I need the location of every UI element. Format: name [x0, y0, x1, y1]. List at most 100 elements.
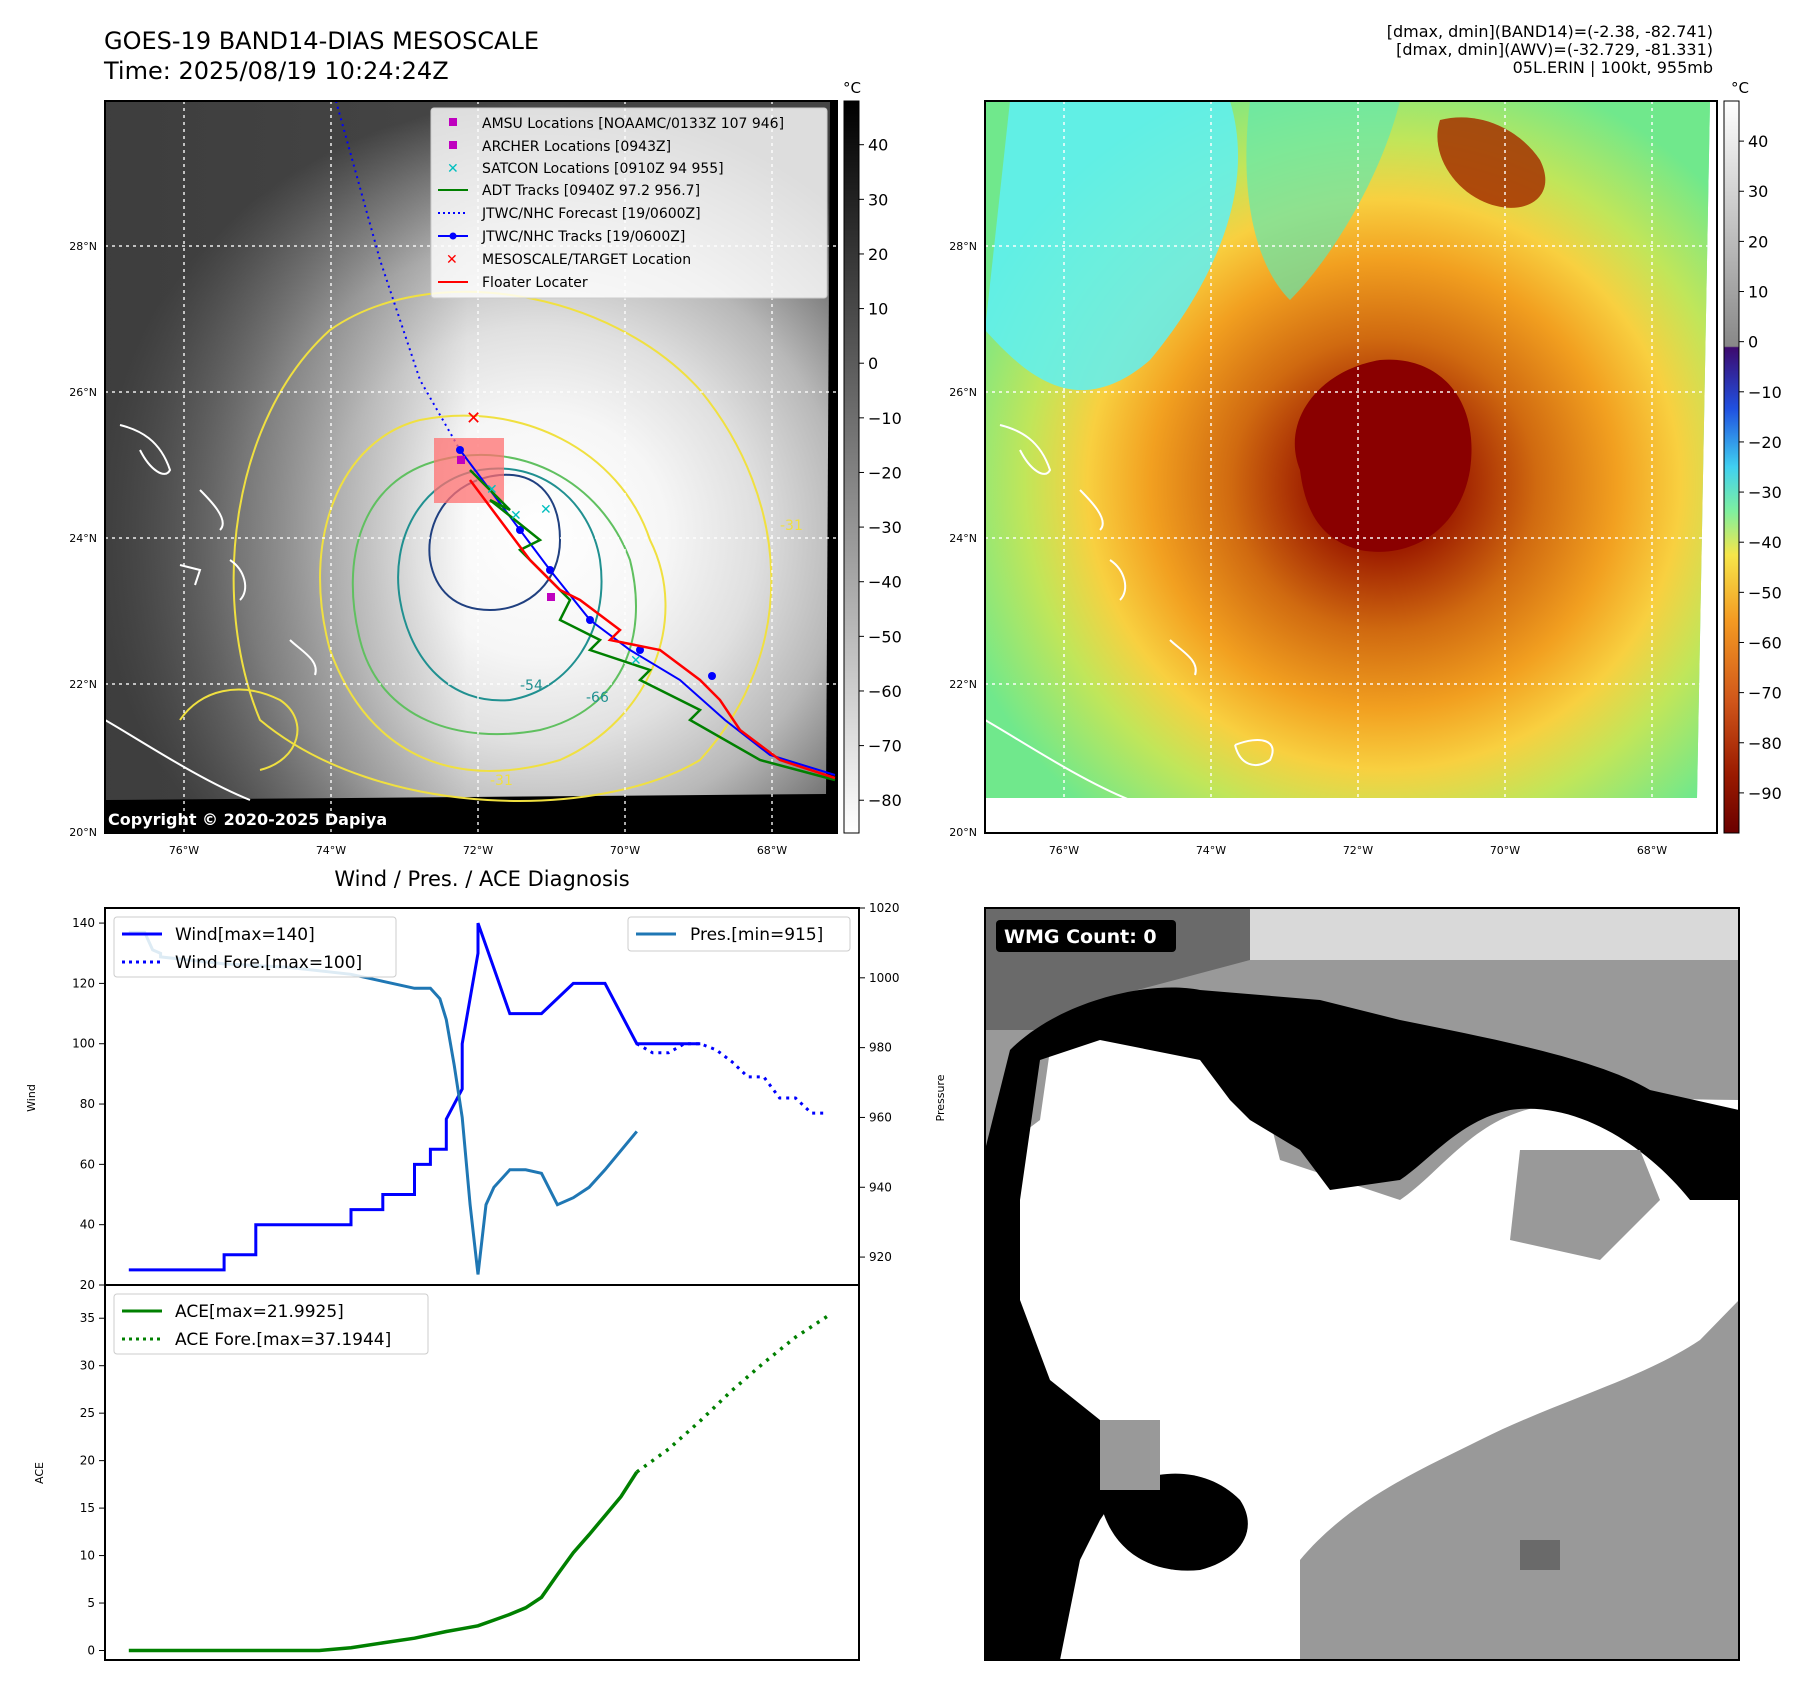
legend-wind-fore-label: Wind Fore.[max=100]	[175, 953, 362, 973]
ir-lat-label: 24°N	[69, 532, 97, 545]
awv-lon-label: 72°W	[1343, 844, 1373, 857]
awv-tick-label: −70	[1748, 684, 1782, 703]
contour-green	[351, 453, 637, 736]
band14-tick-label: −70	[868, 737, 902, 756]
wind-axis-ticks: 20 40 60 80 100 120 140	[72, 916, 105, 1292]
wmg-panel: WMG Count: 0	[984, 907, 1740, 1661]
awv-tick-label: −60	[1748, 633, 1782, 652]
ir-lon-label: 74°W	[316, 844, 346, 857]
legend-wind-label: Wind[max=140]	[175, 925, 315, 945]
ir-lon-label: 68°W	[757, 844, 787, 857]
storm-info: [dmax, dmin](BAND14)=(-2.38, -82.741) [d…	[1387, 23, 1713, 77]
legend-ace-label: ACE[max=21.9925]	[175, 1302, 344, 1322]
awv-coastline-1	[999, 424, 1052, 475]
legend-archer-marker	[449, 141, 457, 149]
jtwc-track-point	[546, 566, 554, 574]
wind-forecast-line	[636, 1042, 828, 1115]
jtwc-track-point	[516, 526, 524, 534]
band14-tick-label: −30	[868, 518, 902, 537]
coastline-1	[119, 424, 172, 475]
awv-lat-label: 28°N	[949, 240, 977, 253]
awv-colorbar: °C 40 30 20 10 0 −10 −20 −30 −40 −50 −60 −70 −80 −90	[1723, 79, 1782, 834]
wind-tick-label: 20	[80, 1278, 95, 1292]
awv-map-panel: 28°N 26°N 24°N 22°N 20°N 76°W 74°W 72°W …	[949, 100, 1718, 857]
awv-eye-region	[1294, 359, 1472, 552]
awv-tick-label: −40	[1748, 533, 1782, 552]
adt-track-line	[469, 469, 836, 782]
ir-lon-label: 72°W	[463, 844, 493, 857]
awv-tick-label: −20	[1748, 433, 1782, 452]
wmg-count-label: WMG Count: 0	[1004, 926, 1157, 948]
jtwc-track-point	[456, 446, 464, 454]
wmg-black-ring	[985, 987, 1739, 1660]
band14-tick-label: −80	[868, 791, 902, 810]
band14-tick-label: −40	[868, 573, 902, 592]
awv-lon-label: 70°W	[1490, 844, 1520, 857]
band14-tick-label: 40	[868, 136, 888, 155]
info-line-3: 05L.ERIN | 100kt, 955mb	[1512, 58, 1713, 77]
wind-tick-label: 120	[72, 976, 95, 990]
floater-locater-line	[469, 479, 836, 780]
legend-archer-label: ARCHER Locations [0943Z]	[482, 139, 671, 155]
ace-tick-label: 25	[80, 1406, 95, 1420]
awv-lat-label: 26°N	[949, 386, 977, 399]
satcon-location-marker: ✕	[630, 653, 642, 669]
legend-box	[430, 107, 828, 299]
awv-lat-label: 24°N	[949, 532, 977, 545]
contour-label: -54	[520, 678, 543, 694]
ace-tick-label: 5	[87, 1596, 95, 1610]
wmg-gray-east	[1510, 1150, 1660, 1260]
ir-lon-label: 76°W	[169, 844, 199, 857]
wmg-black-south	[1100, 1473, 1248, 1571]
pressure-tick-label: 940	[869, 1180, 892, 1194]
coastline-5	[289, 639, 317, 676]
awv-map-frame	[984, 100, 1718, 834]
ir-map-frame	[104, 100, 838, 834]
awv-cold-cloud	[1437, 117, 1546, 208]
pressure-axis-label: Pressure	[934, 1074, 947, 1121]
awv-coastline-3	[1109, 559, 1127, 601]
ace-axis-ticks: 0 5 10 15 20 25 30 35	[80, 1311, 105, 1658]
contour-label: -31	[780, 518, 803, 534]
wmg-gray-southeast	[1300, 1300, 1739, 1660]
awv-lon-label: 76°W	[1049, 844, 1079, 857]
band14-tick-label: 20	[868, 245, 888, 264]
awv-tick-label: 0	[1748, 333, 1758, 352]
satcon-location-marker: ✕	[510, 508, 522, 524]
ace-chart-frame	[104, 1284, 860, 1661]
ir-lat-label: 20°N	[69, 826, 97, 839]
wmg-lightgray-top	[1250, 908, 1739, 960]
contour-label: -66	[586, 690, 609, 706]
contour-label: -31	[490, 773, 513, 789]
ace-forecast-line	[635, 1314, 829, 1474]
awv-coastline-5	[1234, 739, 1274, 766]
awv-tick-label: −80	[1748, 734, 1782, 753]
band14-tick-label: 10	[868, 300, 888, 319]
contour-yellow-sw	[179, 688, 299, 771]
wind-pressure-chart: 20 40 60 80 100 120 140 920 940 960 980 1000 1020 W…	[25, 901, 947, 1292]
title-line-2: Time: 2025/08/19 10:24:24Z	[104, 57, 449, 85]
legend-amsu-marker	[449, 118, 457, 126]
legend-target-marker: ✕	[446, 252, 458, 268]
ir-lon-label: 70°W	[610, 844, 640, 857]
contour-yellow-outer	[232, 290, 773, 802]
ace-tick-label: 10	[80, 1549, 95, 1563]
pressure-tick-label: 960	[869, 1110, 892, 1124]
awv-lat-label: 20°N	[949, 826, 977, 839]
awv-tick-label: −30	[1748, 483, 1782, 502]
contour-yellow-inner	[319, 414, 667, 772]
ace-legend: ACE[max=21.9925] ACE Fore.[max=37.1944]	[113, 1293, 429, 1355]
ace-tick-label: 0	[87, 1644, 95, 1658]
awv-colorbar-ramp	[1723, 100, 1740, 834]
pressure-legend: Pres.[min=915]	[627, 916, 851, 952]
jtwc-track-point	[708, 672, 716, 680]
legend-forecast-label: JTWC/NHC Forecast [19/0600Z]	[481, 206, 701, 222]
band14-colorbar: °C 40 30 20 10 0 −10 −20 −30 −40 −50 −60 −70 −80	[843, 79, 902, 834]
legend-target-label: MESOSCALE/TARGET Location	[482, 252, 691, 268]
wmg-darkgray-cell	[1520, 1540, 1560, 1570]
awv-lon-label: 74°W	[1196, 844, 1226, 857]
jtwc-track-point	[636, 646, 644, 654]
band14-colorbar-ticks: 40 30 20 10 0 −10 −20 −30 −40 −50 −60 −70 −80	[859, 136, 902, 810]
